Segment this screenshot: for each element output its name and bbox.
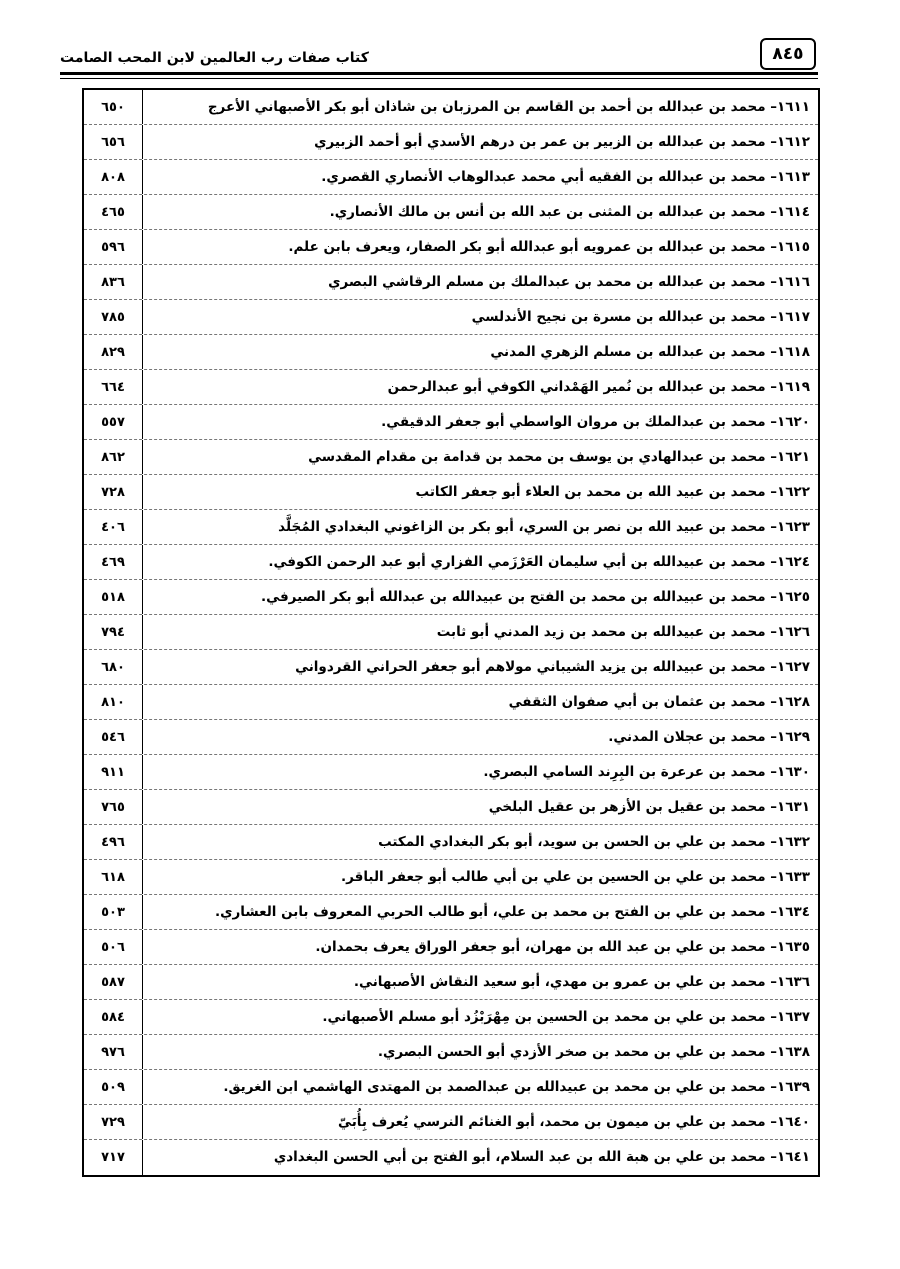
table-row: ١٦١٣– محمد بن عبدالله بن الفقيه أبي محمد…: [84, 160, 818, 195]
header-divider: [60, 72, 818, 79]
page-number: ٨٤٥: [760, 38, 816, 70]
table-row: ١٦١٥– محمد بن عبدالله بن عمرويه أبو عبدا…: [84, 230, 818, 265]
entry-page: ٨٣٦: [101, 275, 125, 290]
entry-name: ١٦٣٠– محمد بن عرعرة بن البِرِند السامي ا…: [142, 755, 818, 789]
entry-page: ٥٠٣: [101, 905, 125, 920]
entry-name: ١٦١٣– محمد بن عبدالله بن الفقيه أبي محمد…: [142, 160, 818, 194]
entry-page: ٨٢٩: [101, 345, 125, 360]
entry-page: ٥٥٧: [101, 415, 125, 430]
table-row: ١٦٢٥– محمد بن عبيدالله بن محمد بن الفتح …: [84, 580, 818, 615]
entry-name: ١٦٤١– محمد بن علي بن هبة الله بن عبد الس…: [142, 1140, 818, 1175]
entry-page: ٥٩٦: [101, 240, 125, 255]
entry-page: ٦٥٠: [101, 100, 125, 115]
table-row: ١٦١٧– محمد بن عبدالله بن مسرة بن نجيح ال…: [84, 300, 818, 335]
entry-page: ٥١٨: [101, 590, 125, 605]
table-row: ١٦١٦– محمد بن عبدالله بن محمد بن عبدالمل…: [84, 265, 818, 300]
entry-name: ١٦٢١– محمد بن عبدالهادي بن يوسف بن محمد …: [142, 440, 818, 474]
entry-name: ١٦٢٨– محمد بن عثمان بن أبي صفوان الثقفي: [142, 685, 818, 719]
table-row: ١٦٣٧– محمد بن علي بن محمد بن الحسين بن م…: [84, 1000, 818, 1035]
entry-page: ٨٦٢: [101, 450, 125, 465]
table-row: ١٦٣٩– محمد بن علي بن محمد بن عبيدالله بن…: [84, 1070, 818, 1105]
entry-name: ١٦٣٢– محمد بن علي بن الحسن بن سويد، أبو …: [142, 825, 818, 859]
entry-name: ١٦٢٢– محمد بن عبيد الله بن محمد بن العلا…: [142, 475, 818, 509]
entry-page: ٥٨٤: [101, 1010, 125, 1025]
entry-page: ٧٩٤: [101, 625, 125, 640]
entry-name: ١٦١٢– محمد بن عبدالله بن الزبير بن عمر ب…: [142, 125, 818, 159]
table-row: ١٦٣٦– محمد بن علي بن عمرو بن مهدي، أبو س…: [84, 965, 818, 1000]
table-row: ١٦١٢– محمد بن عبدالله بن الزبير بن عمر ب…: [84, 125, 818, 160]
table-row: ١٦١٤– محمد بن عبدالله بن المثنى بن عبد ا…: [84, 195, 818, 230]
entry-name: ١٦٣٤– محمد بن علي بن الفتح بن محمد بن عل…: [142, 895, 818, 929]
entry-name: ١٦٢٣– محمد بن عبيد الله بن نصر بن السري،…: [142, 510, 818, 544]
entry-page: ٥٤٦: [101, 730, 125, 745]
entry-page: ٥٠٦: [101, 940, 125, 955]
entry-name: ١٦٣٧– محمد بن علي بن محمد بن الحسين بن م…: [142, 1000, 818, 1034]
entry-page: ٦١٨: [101, 870, 125, 885]
table-row: ١٦٢٩– محمد بن عجلان المدني. ٥٤٦: [84, 720, 818, 755]
entry-page: ٦٨٠: [101, 660, 125, 675]
table-row: ١٦٢٦– محمد بن عبيدالله بن محمد بن زيد ال…: [84, 615, 818, 650]
entry-name: ١٦٢٥– محمد بن عبيدالله بن محمد بن الفتح …: [142, 580, 818, 614]
entry-name: ١٦٢٤– محمد بن عبيدالله بن أبي سليمان الع…: [142, 545, 818, 579]
table-row: ١٦٣١– محمد بن عقيل بن الأزهر بن عقيل الب…: [84, 790, 818, 825]
index-table: ١٦١١– محمد بن عبدالله بن أحمد بن القاسم …: [82, 88, 820, 1177]
table-row: ١٦٢٣– محمد بن عبيد الله بن نصر بن السري،…: [84, 510, 818, 545]
table-row: ١٦٢٤– محمد بن عبيدالله بن أبي سليمان الع…: [84, 545, 818, 580]
entry-name: ١٦١٧– محمد بن عبدالله بن مسرة بن نجيح ال…: [142, 300, 818, 334]
entry-name: ١٦٣٦– محمد بن علي بن عمرو بن مهدي، أبو س…: [142, 965, 818, 999]
entry-page: ٩٧٦: [101, 1045, 125, 1060]
entry-name: ١٦١١– محمد بن عبدالله بن أحمد بن القاسم …: [142, 90, 818, 124]
entry-name: ١٦٢٠– محمد بن عبدالملك بن مروان الواسطي …: [142, 405, 818, 439]
page-header: ٨٤٥ كتاب صفات رب العالمين لابن المحب الص…: [60, 36, 818, 76]
table-row: ١٦٤١– محمد بن علي بن هبة الله بن عبد الس…: [84, 1140, 818, 1175]
table-row: ١٦١٩– محمد بن عبدالله بن نُمير الهَمْدان…: [84, 370, 818, 405]
table-row: ١٦١١– محمد بن عبدالله بن أحمد بن القاسم …: [84, 90, 818, 125]
table-row: ١٦٣٨– محمد بن علي بن محمد بن صخر الأزدي …: [84, 1035, 818, 1070]
table-row: ١٦٢٨– محمد بن عثمان بن أبي صفوان الثقفي ٨…: [84, 685, 818, 720]
table-row: ١٦٢١– محمد بن عبدالهادي بن يوسف بن محمد …: [84, 440, 818, 475]
entry-name: ١٦١٩– محمد بن عبدالله بن نُمير الهَمْدان…: [142, 370, 818, 404]
entry-page: ٤٦٥: [101, 205, 125, 220]
table-row: ١٦٣٥– محمد بن علي بن عبد الله بن مهران، …: [84, 930, 818, 965]
entry-page: ٥٨٧: [101, 975, 125, 990]
entry-name: ١٦٣٨– محمد بن علي بن محمد بن صخر الأزدي …: [142, 1035, 818, 1069]
table-row: ١٦٤٠– محمد بن علي بن ميمون بن محمد، أبو …: [84, 1105, 818, 1140]
entry-page: ٨١٠: [101, 695, 125, 710]
table-row: ١٦٣٢– محمد بن علي بن الحسن بن سويد، أبو …: [84, 825, 818, 860]
entry-name: ١٦١٦– محمد بن عبدالله بن محمد بن عبدالمل…: [142, 265, 818, 299]
entry-page: ٤٠٦: [101, 520, 125, 535]
entry-page: ٤٩٦: [101, 835, 125, 850]
entry-name: ١٦٣٣– محمد بن علي بن الحسين بن علي بن أب…: [142, 860, 818, 894]
entry-page: ٧٢٨: [101, 485, 125, 500]
entry-name: ١٦٣١– محمد بن عقيل بن الأزهر بن عقيل الب…: [142, 790, 818, 824]
entry-page: ٧٢٩: [101, 1115, 125, 1130]
entry-name: ١٦١٥– محمد بن عبدالله بن عمرويه أبو عبدا…: [142, 230, 818, 264]
table-row: ١٦٣٤– محمد بن علي بن الفتح بن محمد بن عل…: [84, 895, 818, 930]
entry-page: ٧٦٥: [101, 800, 125, 815]
entry-name: ١٦٢٦– محمد بن عبيدالله بن محمد بن زيد ال…: [142, 615, 818, 649]
entry-page: ٧١٧: [101, 1150, 125, 1165]
entry-name: ١٦١٤– محمد بن عبدالله بن المثنى بن عبد ا…: [142, 195, 818, 229]
entry-page: ٧٨٥: [101, 310, 125, 325]
entry-page: ٦٥٦: [101, 135, 125, 150]
book-title: كتاب صفات رب العالمين لابن المحب الصامت: [60, 50, 369, 66]
entry-page: ٩١١: [101, 765, 125, 780]
table-row: ١٦٢٧– محمد بن عبيدالله بن يزيد الشيباني …: [84, 650, 818, 685]
table-row: ١٦٣٣– محمد بن علي بن الحسين بن علي بن أب…: [84, 860, 818, 895]
entry-name: ١٦٣٩– محمد بن علي بن محمد بن عبيدالله بن…: [142, 1070, 818, 1104]
table-row: ١٦٣٠– محمد بن عرعرة بن البِرِند السامي ا…: [84, 755, 818, 790]
entry-page: ٨٠٨: [101, 170, 125, 185]
entry-page: ٥٠٩: [101, 1080, 125, 1095]
entry-page: ٤٦٩: [101, 555, 125, 570]
entry-name: ١٦٢٩– محمد بن عجلان المدني.: [142, 720, 818, 754]
entry-name: ١٦١٨– محمد بن عبدالله بن مسلم الزهري الم…: [142, 335, 818, 369]
entry-name: ١٦٣٥– محمد بن علي بن عبد الله بن مهران، …: [142, 930, 818, 964]
table-row: ١٦٢٢– محمد بن عبيد الله بن محمد بن العلا…: [84, 475, 818, 510]
table-row: ١٦١٨– محمد بن عبدالله بن مسلم الزهري الم…: [84, 335, 818, 370]
entry-page: ٦٦٤: [101, 380, 125, 395]
entry-name: ١٦٤٠– محمد بن علي بن ميمون بن محمد، أبو …: [142, 1105, 818, 1139]
table-row: ١٦٢٠– محمد بن عبدالملك بن مروان الواسطي …: [84, 405, 818, 440]
entry-name: ١٦٢٧– محمد بن عبيدالله بن يزيد الشيباني …: [142, 650, 818, 684]
